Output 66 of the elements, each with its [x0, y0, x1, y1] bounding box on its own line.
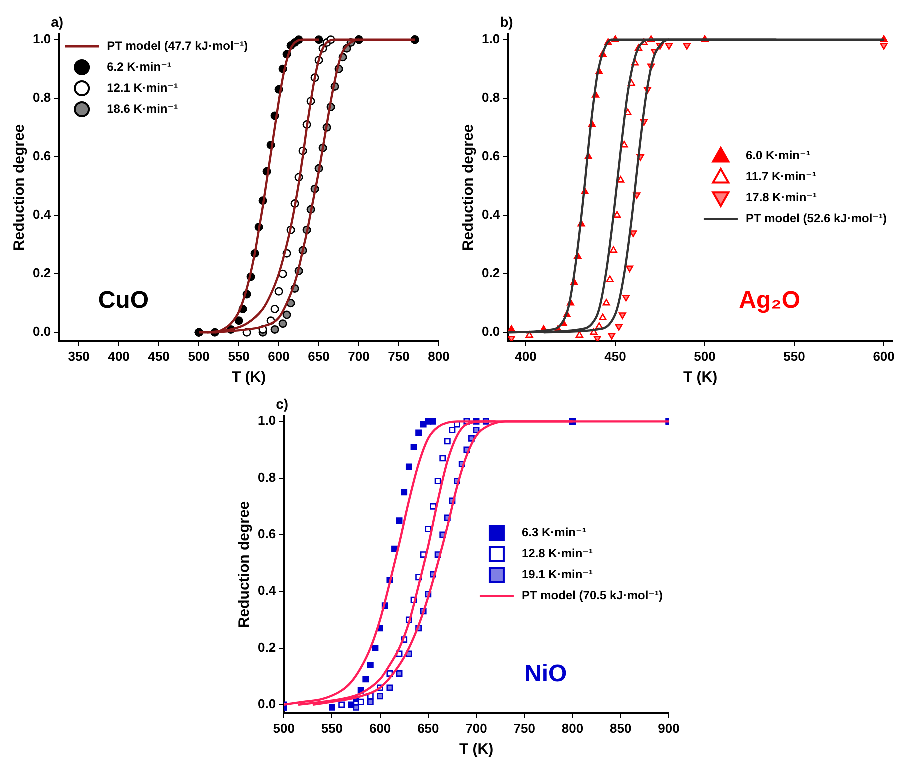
y-tick-label: 0.2 [32, 266, 52, 281]
x-tick-label: 500 [694, 348, 716, 364]
y-tick-label: 0.8 [32, 90, 52, 105]
text: a) [51, 14, 64, 30]
x-axis-title: T (K) [232, 369, 266, 386]
legend-label: 18.6 K·min⁻¹ [107, 102, 178, 116]
x-tick-label: 600 [368, 720, 391, 736]
x-tick-label: 400 [515, 348, 537, 364]
y-tick-label: 0.6 [32, 148, 52, 164]
x-tick-label: 750 [388, 348, 410, 364]
text: b) [500, 14, 514, 30]
y-tick-label: 0.2 [257, 640, 276, 655]
x-tick-label: 650 [417, 720, 439, 736]
x-tick-label: 550 [228, 348, 250, 364]
y-tick-label: 0.4 [482, 207, 501, 222]
legend-label: 11.7 K·min⁻¹ [746, 170, 816, 184]
legend-label: 6.0 K·min⁻¹ [746, 148, 810, 163]
x-tick-label: 700 [465, 720, 487, 736]
x-tick-label: 900 [658, 720, 680, 736]
y-tick-label: 0.0 [482, 324, 500, 340]
legend-label: 6.3 K·min⁻¹ [521, 526, 586, 540]
legend-label: PT model (52.6 kJ·mol⁻¹) [746, 212, 888, 226]
y-tick-label: 0.6 [257, 526, 276, 542]
y-tick-label: 0.2 [482, 266, 500, 281]
x-axis-title: T (K) [458, 741, 494, 758]
annotation: NiO [524, 660, 567, 688]
x-tick-label: 600 [268, 348, 290, 364]
y-axis-title: Reduction degree [236, 501, 253, 628]
x-tick-label: 450 [604, 348, 626, 364]
x-tick-label: 750 [513, 720, 536, 736]
x-tick-label: 400 [108, 348, 130, 364]
x-tick-label: 700 [348, 348, 370, 364]
annotation: Ag₂O [739, 287, 800, 314]
legend-label: 12.8 K·min⁻¹ [521, 546, 592, 561]
legend-label: 12.1 K·min⁻¹ [107, 80, 178, 95]
y-tick-label: 1.0 [257, 413, 276, 428]
y-tick-label: 1.0 [32, 31, 52, 46]
x-tick-label: 850 [610, 720, 632, 736]
y-tick-label: 0.0 [32, 324, 52, 340]
y-tick-label: 0.0 [257, 696, 276, 712]
legend-label: 19.1 K·min⁻¹ [521, 568, 592, 582]
y-tick-label: 0.4 [257, 583, 276, 598]
x-tick-label: 500 [272, 720, 294, 736]
x-tick-label: 600 [873, 348, 895, 364]
x-tick-label: 550 [784, 348, 806, 364]
text: c) [276, 396, 288, 412]
x-tick-label: 800 [561, 720, 584, 736]
y-tick-label: 1.0 [482, 31, 500, 46]
y-axis-title: Reduction degree [460, 124, 478, 252]
x-tick-label: 450 [148, 348, 170, 364]
x-tick-label: 800 [428, 348, 450, 364]
x-tick-label: 550 [320, 720, 343, 736]
x-tick-label: 500 [188, 348, 210, 364]
legend-label: PT model (47.7 kJ·mol⁻¹) [107, 38, 248, 53]
legend-label: PT model (70.5 kJ·mol⁻¹) [521, 588, 663, 603]
y-tick-label: 0.8 [482, 90, 500, 105]
annotation: CuO [98, 287, 149, 314]
x-tick-label: 650 [308, 348, 330, 364]
x-axis-title: T (K) [683, 369, 718, 386]
y-axis-title: Reduction degree [11, 124, 28, 252]
x-tick-label: 350 [68, 348, 90, 364]
legend-label: 6.2 K·min⁻¹ [107, 60, 172, 74]
y-tick-label: 0.8 [257, 470, 276, 485]
y-tick-label: 0.6 [482, 148, 500, 164]
y-tick-label: 0.4 [32, 207, 52, 222]
legend-label: 17.8 K·min⁻¹ [746, 190, 817, 205]
